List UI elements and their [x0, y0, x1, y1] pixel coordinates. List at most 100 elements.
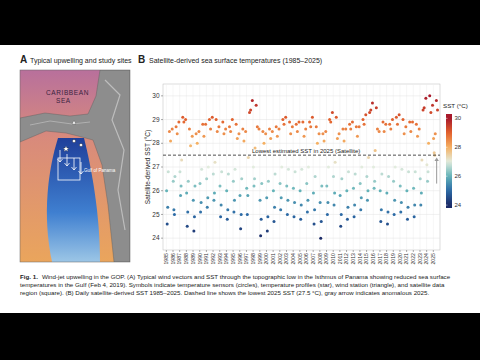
sst-point — [423, 106, 426, 109]
sst-point — [219, 184, 222, 187]
colorbar-title: SST (°C) — [443, 102, 468, 109]
tick — [179, 250, 180, 252]
sst-point — [301, 120, 304, 123]
sst-point — [395, 116, 398, 119]
sst-point — [363, 123, 366, 126]
sst-point — [312, 192, 315, 195]
sst-point — [193, 184, 196, 187]
terrain — [30, 121, 90, 125]
sst-point — [229, 130, 232, 133]
sst-point — [318, 132, 321, 135]
colorbar-label: 28 — [455, 144, 462, 150]
sst-point — [375, 106, 378, 109]
sst-point — [255, 104, 258, 107]
sst-point — [236, 137, 239, 140]
sst-point — [380, 208, 383, 211]
tick — [166, 250, 167, 252]
map-frame — [20, 70, 130, 262]
sst-point — [215, 118, 218, 121]
sst-point — [198, 182, 201, 185]
sst-point — [340, 177, 343, 180]
sst-point — [352, 187, 355, 190]
tick — [286, 250, 287, 252]
sst-point — [407, 206, 410, 209]
sst-point — [436, 109, 439, 112]
sst-point — [239, 194, 242, 197]
sst-point — [189, 144, 192, 147]
sst-point — [216, 130, 219, 133]
sst-point — [260, 218, 263, 221]
tick-label: 1989 — [190, 253, 196, 265]
sst-point — [353, 215, 356, 218]
sst-point — [385, 192, 388, 195]
sst-point — [396, 123, 399, 126]
sst-point — [265, 196, 268, 199]
sst-point — [168, 130, 171, 133]
tick-label: 2003 — [283, 253, 289, 265]
sst-point — [187, 180, 190, 183]
sst-point — [267, 180, 270, 183]
sst-point — [217, 125, 220, 128]
colorbar-label: 30 — [455, 115, 462, 121]
sst-point — [420, 158, 423, 161]
tick — [346, 250, 347, 252]
tick — [173, 250, 174, 252]
sst-point — [199, 211, 202, 214]
sst-point — [249, 109, 252, 112]
sst-point — [269, 137, 272, 140]
sst-point — [428, 94, 431, 97]
tick-label: 2011 — [337, 253, 343, 264]
sst-point — [311, 116, 314, 119]
sst-point — [398, 113, 401, 116]
chart-title: Satellite-derived sea surface temperatur… — [149, 57, 322, 65]
sst-point — [245, 187, 248, 190]
sst-point — [300, 168, 303, 171]
tick-label: 2010 — [330, 253, 336, 265]
sst-point — [278, 128, 281, 131]
sst-point — [329, 120, 332, 123]
sst-point — [204, 123, 207, 126]
sst-point — [273, 220, 276, 223]
sst-point — [266, 230, 269, 233]
tick-label: 1986 — [170, 253, 176, 265]
sst-point — [252, 166, 255, 169]
tick — [233, 250, 234, 252]
sst-point — [313, 208, 316, 211]
sst-point — [403, 132, 406, 135]
sst-point — [327, 166, 330, 169]
sst-point — [299, 189, 302, 192]
grid-line — [163, 238, 440, 239]
sst-point — [171, 128, 174, 131]
tick-label: 2017 — [377, 253, 383, 265]
tick — [206, 250, 207, 252]
sst-point — [307, 166, 310, 169]
sst-point — [345, 189, 348, 192]
sst-point — [431, 104, 434, 107]
sst-point — [191, 135, 194, 138]
sst-point — [320, 220, 323, 223]
sst-point — [326, 201, 329, 204]
sst-point — [366, 199, 369, 202]
sensor — [72, 139, 75, 142]
caption-label: Fig. 1. — [20, 273, 38, 280]
panel-label: B — [138, 54, 145, 65]
caption-line: Wind-jet upwelling in the GOP. (A) Typic… — [42, 273, 451, 280]
tick-label: 2000 — [263, 253, 269, 265]
tick-label: 27 — [152, 163, 160, 170]
tick — [393, 250, 394, 252]
sst-point — [252, 184, 255, 187]
tick — [246, 250, 247, 252]
tick-label: 1992 — [210, 253, 216, 265]
tick — [186, 250, 187, 252]
sst-point — [241, 128, 244, 131]
sst-point — [346, 206, 349, 209]
sst-point — [346, 218, 349, 221]
sst-point — [392, 180, 395, 183]
sst-point — [379, 189, 382, 192]
tick-label: 2020 — [397, 253, 403, 265]
profile-star — [63, 146, 69, 152]
sst-point — [389, 128, 392, 131]
tick — [299, 250, 300, 252]
tick-label: 1996 — [237, 253, 243, 265]
points — [163, 94, 440, 239]
